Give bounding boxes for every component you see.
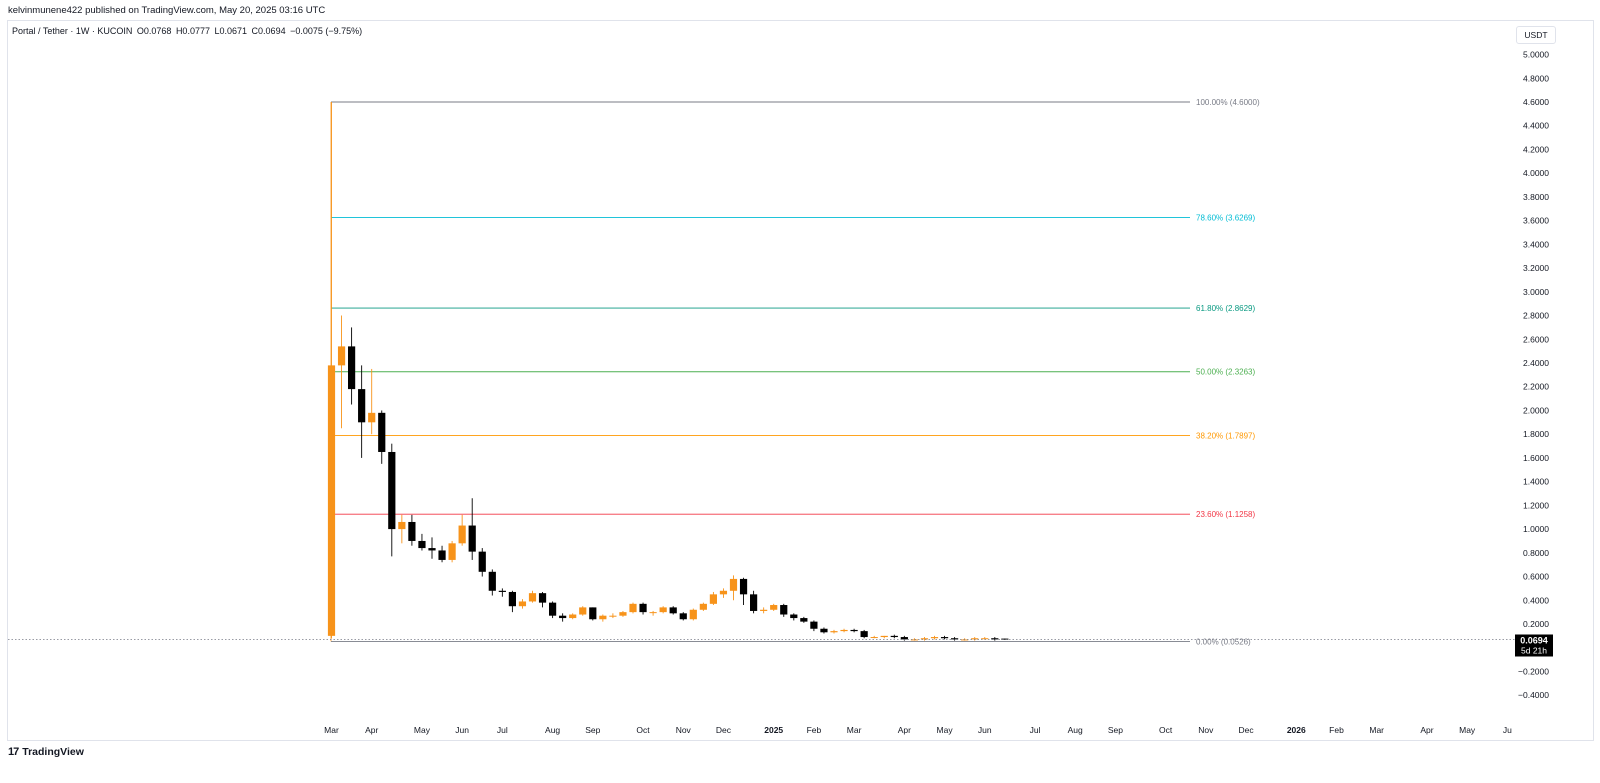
- tradingview-logo-icon: 17: [8, 746, 19, 758]
- tradingview-brand[interactable]: 17 TradingView: [8, 746, 84, 758]
- ohlc-high: H0.0777: [175, 26, 210, 36]
- symbol-legend: Portal / Tether · 1W · KUCOIN O0.0768 H0…: [12, 26, 364, 36]
- ohlc-open: O0.0768: [136, 26, 172, 36]
- ohlc-low: L0.0671: [214, 26, 248, 36]
- brand-name: TradingView: [22, 746, 84, 758]
- ohlc-close: C0.0694: [251, 26, 286, 36]
- currency-button[interactable]: USDT: [1516, 26, 1556, 44]
- ohlc-change: −0.0075 (−9.75%): [290, 26, 363, 36]
- chart-frame: [7, 20, 1594, 741]
- symbol-name[interactable]: Portal / Tether · 1W · KUCOIN: [12, 26, 133, 36]
- publisher-line: kelvinmunene422 published on TradingView…: [8, 5, 326, 16]
